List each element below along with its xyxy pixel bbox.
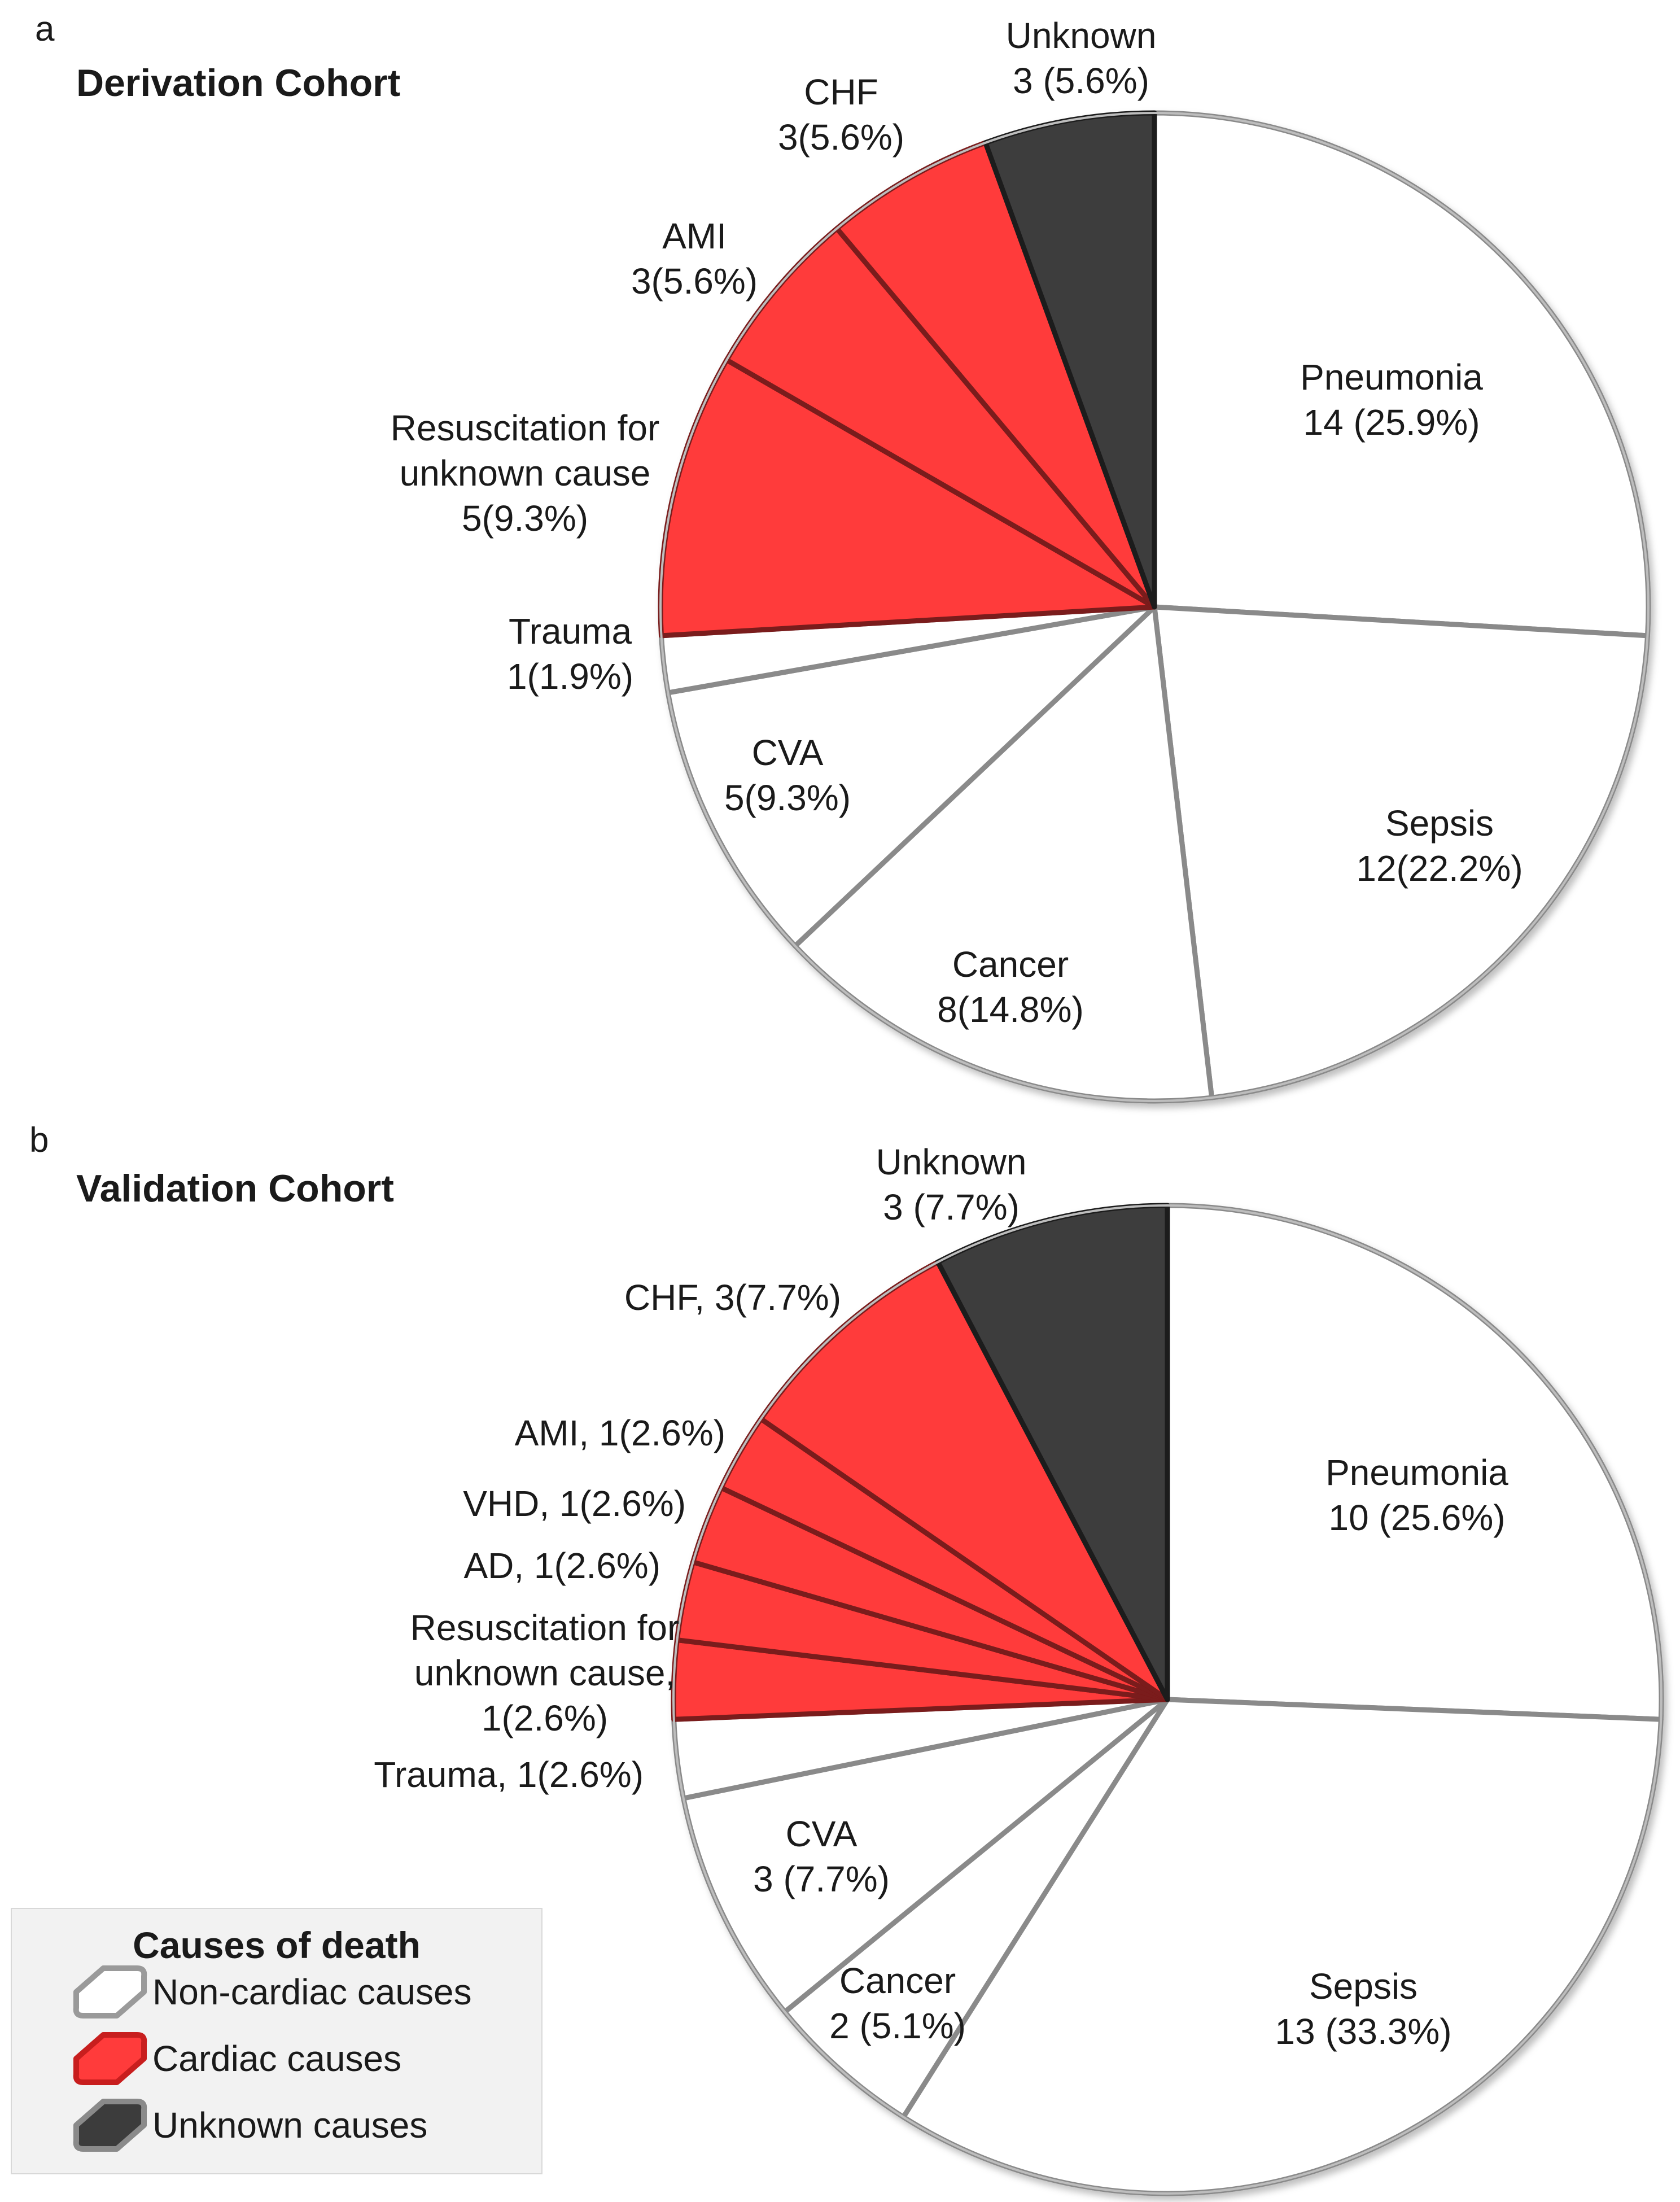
slice-label-ami: AMI, 1(2.6%)	[515, 1413, 725, 1453]
panel-b-letter: b	[29, 1121, 49, 1160]
slice-label-cva: CVA 3 (7.7%)	[753, 1814, 890, 1899]
slice-label-vhd: VHD, 1(2.6%)	[463, 1483, 686, 1524]
slice-label-cancer: Cancer 8(14.8%)	[937, 944, 1084, 1030]
panel-a-title: Derivation Cohort	[76, 62, 400, 104]
legend-label-cardiac: Cardiac causes	[152, 2038, 401, 2079]
legend-items: Non-cardiac causes Cardiac causes Unknown …	[73, 1965, 472, 2152]
slice-label-line: Trauma, 1(2.6%)	[374, 1754, 644, 1795]
slice-label-line: Pneumonia	[1325, 1452, 1508, 1493]
panel-b-title: Validation Cohort	[76, 1167, 394, 1210]
slice-label-line: 5(9.3%)	[462, 498, 588, 539]
slice-label-line: unknown cause,	[414, 1653, 676, 1693]
slice-label-sepsis: Sepsis 13 (33.3%)	[1275, 1966, 1451, 2052]
slice-label-line: AD, 1(2.6%)	[463, 1545, 660, 1586]
slice-label-line: 2 (5.1%)	[829, 2006, 966, 2046]
slice-label-line: 1(1.9%)	[507, 656, 633, 697]
slice-label-line: Resuscitation for	[410, 1607, 680, 1648]
slice-label-line: 14 (25.9%)	[1303, 402, 1480, 443]
slice-label-cancer: Cancer 2 (5.1%)	[829, 1960, 966, 2046]
slice-label-line: Unknown	[1006, 15, 1157, 56]
pie-validation-labels: Pneumonia 10 (25.6%) Sepsis 13 (33.3%) Cance…	[374, 1142, 1508, 2052]
slice-label-line: unknown cause	[400, 453, 651, 493]
slice-label-line: 1(2.6%)	[482, 1698, 608, 1738]
slice-label-line: CHF	[804, 72, 878, 112]
pie-derivation-labels: Pneumonia 14 (25.9%) Sepsis 12(22.2%) Cancer…	[391, 15, 1523, 1030]
slice-label-line: Unknown	[876, 1142, 1027, 1182]
slice-label-line: 12(22.2%)	[1356, 848, 1523, 889]
pie-rim	[659, 112, 1650, 1102]
slice-label-line: Sepsis	[1309, 1966, 1418, 2007]
slice-label-unknown: Unknown 3 (5.6%)	[1006, 15, 1157, 101]
slice-label-line: VHD, 1(2.6%)	[463, 1483, 686, 1524]
slice-label-line: 3(5.6%)	[778, 117, 904, 158]
pie-validation-cohort	[671, 1203, 1664, 2196]
slice-label-ami: AMI 3(5.6%)	[631, 216, 758, 302]
slice-label-line: 3 (5.6%)	[1013, 60, 1149, 101]
slice-label-trauma: Trauma, 1(2.6%)	[374, 1754, 644, 1795]
pie-derivation-cohort	[658, 110, 1651, 1104]
slice-label-line: CVA	[752, 732, 824, 773]
panel-a: a Derivation Cohort Pneumonia 14 (25.9%) S…	[35, 10, 1651, 1104]
slice-label-line: Pneumonia	[1300, 357, 1483, 397]
pie-rim	[672, 1204, 1663, 2195]
legend-title: Causes of death	[133, 1924, 421, 1966]
slice-label-line: 3 (7.7%)	[883, 1187, 1020, 1227]
slice-label-line: AMI	[662, 216, 727, 256]
panel-b: b Validation Cohort Pneumonia 10 (25.6%) S…	[29, 1121, 1664, 2196]
slice-label-chf: CHF, 3(7.7%)	[624, 1277, 841, 1318]
legend-swatch-cardiac	[73, 2032, 147, 2085]
slice-label-trauma: Trauma 1(1.9%)	[507, 611, 633, 697]
slice-label-line: Trauma	[509, 611, 632, 652]
slice-label-line: 8(14.8%)	[937, 989, 1084, 1030]
slice-label-line: CVA	[786, 1814, 858, 1854]
panel-a-letter: a	[35, 10, 55, 49]
slice-label-line: Cancer	[952, 944, 1069, 985]
slice-label-chf: CHF 3(5.6%)	[778, 72, 904, 158]
legend: Causes of death Non-cardiac causes Cardia…	[11, 1908, 542, 2174]
slice-label-line: 3 (7.7%)	[753, 1859, 890, 1899]
slice-label-line: CHF, 3(7.7%)	[624, 1277, 841, 1318]
slice-label-cva: CVA 5(9.3%)	[724, 732, 851, 818]
slice-label-pneumonia: Pneumonia 10 (25.6%)	[1325, 1452, 1508, 1538]
slice-label-sepsis: Sepsis 12(22.2%)	[1356, 803, 1523, 889]
slice-label-unknown: Unknown 3 (7.7%)	[876, 1142, 1027, 1227]
slice-label-pneumonia: Pneumonia 14 (25.9%)	[1300, 357, 1483, 443]
slice-label-line: Sepsis	[1385, 803, 1494, 844]
slice-label-resuscitation-for-unknown-cause: Resuscitation for unknown cause, 1(2.6%)	[410, 1607, 680, 1738]
legend-swatch-non-cardiac	[73, 1965, 147, 2018]
slice-label-line: 5(9.3%)	[724, 777, 851, 818]
legend-label-non-cardiac: Non-cardiac causes	[152, 1972, 472, 2012]
legend-swatch-unknown	[73, 2099, 147, 2152]
slice-label-line: 13 (33.3%)	[1275, 2011, 1451, 2052]
slice-label-line: Cancer	[839, 1960, 956, 2001]
slice-label-line: Resuscitation for	[391, 408, 660, 448]
legend-label-unknown: Unknown causes	[152, 2105, 427, 2146]
slice-label-ad: AD, 1(2.6%)	[463, 1545, 660, 1586]
slice-label-line: 10 (25.6%)	[1328, 1497, 1505, 1538]
slice-label-line: AMI, 1(2.6%)	[515, 1413, 725, 1453]
slice-label-resuscitation-for-unknown-cause: Resuscitation for unknown cause 5(9.3%)	[391, 408, 660, 539]
slice-label-line: 3(5.6%)	[631, 261, 758, 302]
